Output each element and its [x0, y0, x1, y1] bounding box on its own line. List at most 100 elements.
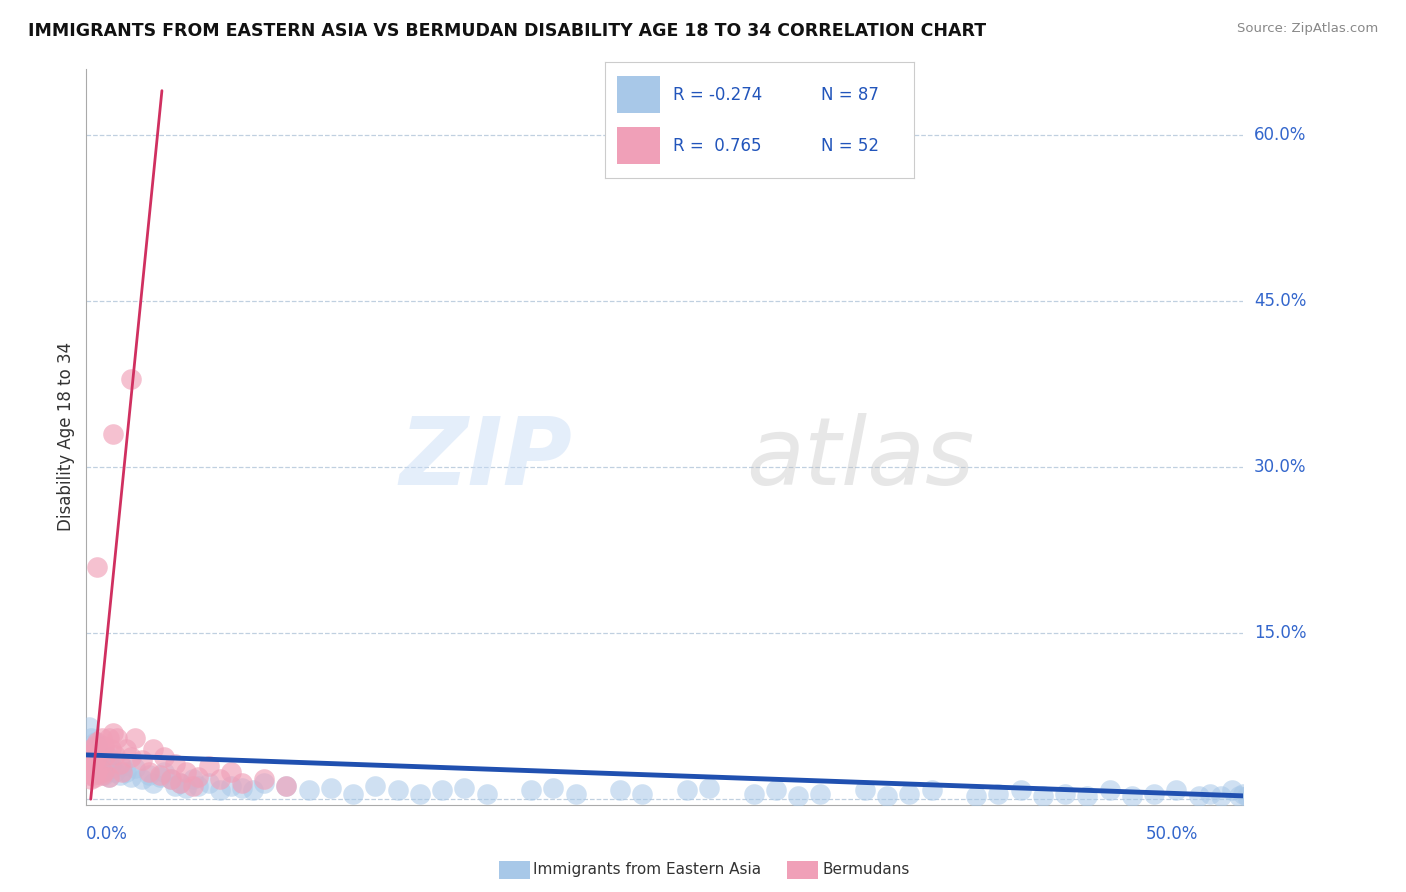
Point [319, 781, 342, 796]
Point [89, 761, 111, 775]
Text: atlas: atlas [745, 413, 974, 504]
Point [86, 559, 108, 574]
Point [176, 781, 198, 796]
Text: Bermudans: Bermudans [823, 863, 910, 877]
Point [80, 772, 103, 787]
Point [93, 768, 115, 782]
Point [80, 742, 103, 756]
Point [186, 770, 208, 784]
Text: R = -0.274: R = -0.274 [672, 86, 762, 103]
Point [104, 764, 127, 779]
Point [169, 775, 191, 789]
Point [82, 746, 104, 760]
Point [89, 759, 111, 773]
Point [142, 742, 165, 756]
Point [131, 772, 153, 787]
Point [1032, 789, 1054, 803]
Point [90, 764, 112, 779]
Point [1054, 787, 1077, 801]
Point [676, 783, 699, 797]
Point [965, 789, 987, 803]
Point [96, 747, 118, 762]
Point [131, 754, 153, 768]
Point [86, 750, 108, 764]
Point [142, 775, 165, 789]
Point [111, 764, 134, 779]
Point [149, 770, 172, 784]
Point [93, 739, 115, 753]
Point [231, 781, 253, 796]
Point [82, 756, 104, 771]
Point [208, 783, 231, 797]
Point [742, 787, 765, 801]
Point [631, 787, 654, 801]
Point [987, 787, 1010, 801]
Text: R =  0.765: R = 0.765 [672, 137, 761, 155]
Point [1254, 789, 1277, 803]
Point [90, 731, 112, 746]
Point [153, 750, 176, 764]
Point [1076, 789, 1098, 803]
Point [97, 731, 120, 746]
Bar [617, 128, 661, 164]
Point [84, 734, 107, 748]
Point [80, 750, 103, 764]
Point [120, 371, 142, 385]
Bar [617, 77, 661, 113]
Point [93, 754, 115, 768]
Point [77, 747, 100, 762]
Text: N = 52: N = 52 [821, 137, 879, 155]
Point [82, 768, 104, 782]
Point [787, 789, 810, 803]
Y-axis label: Disability Age 18 to 34: Disability Age 18 to 34 [58, 342, 75, 532]
Point [89, 746, 111, 760]
Point [169, 775, 191, 789]
Text: ZIP: ZIP [399, 413, 572, 505]
Point [101, 761, 124, 775]
Point [1198, 787, 1220, 801]
Point [93, 764, 115, 779]
Text: Source: ZipAtlas.com: Source: ZipAtlas.com [1237, 22, 1378, 36]
Point [1098, 783, 1121, 797]
Text: 45.0%: 45.0% [1254, 292, 1306, 310]
Point [1236, 789, 1258, 803]
Point [609, 783, 631, 797]
Point [107, 731, 129, 746]
Point [108, 768, 131, 782]
Point [77, 754, 100, 768]
Point [82, 747, 104, 762]
Point [124, 731, 146, 746]
Point [242, 783, 264, 797]
Point [138, 764, 160, 779]
Point [165, 756, 187, 771]
Point [921, 783, 943, 797]
Point [176, 764, 198, 779]
Point [80, 761, 103, 775]
Point [124, 761, 146, 775]
Point [101, 426, 124, 441]
Point [186, 779, 208, 793]
Point [77, 720, 100, 734]
Point [1232, 787, 1254, 801]
Point [342, 787, 364, 801]
Point [159, 772, 181, 787]
Text: N = 87: N = 87 [821, 86, 879, 103]
Text: 60.0%: 60.0% [1254, 126, 1306, 144]
Text: 0.0%: 0.0% [86, 825, 128, 843]
Point [1010, 783, 1032, 797]
Point [97, 770, 120, 784]
Point [115, 742, 138, 756]
Point [149, 768, 172, 782]
Point [898, 787, 921, 801]
Point [543, 781, 565, 796]
Point [120, 770, 142, 784]
Point [111, 759, 134, 773]
Point [1247, 787, 1270, 801]
Point [80, 731, 103, 746]
Point [253, 772, 276, 787]
Point [208, 772, 231, 787]
Point [197, 759, 219, 773]
Point [520, 783, 543, 797]
Point [97, 750, 120, 764]
Point [453, 781, 475, 796]
